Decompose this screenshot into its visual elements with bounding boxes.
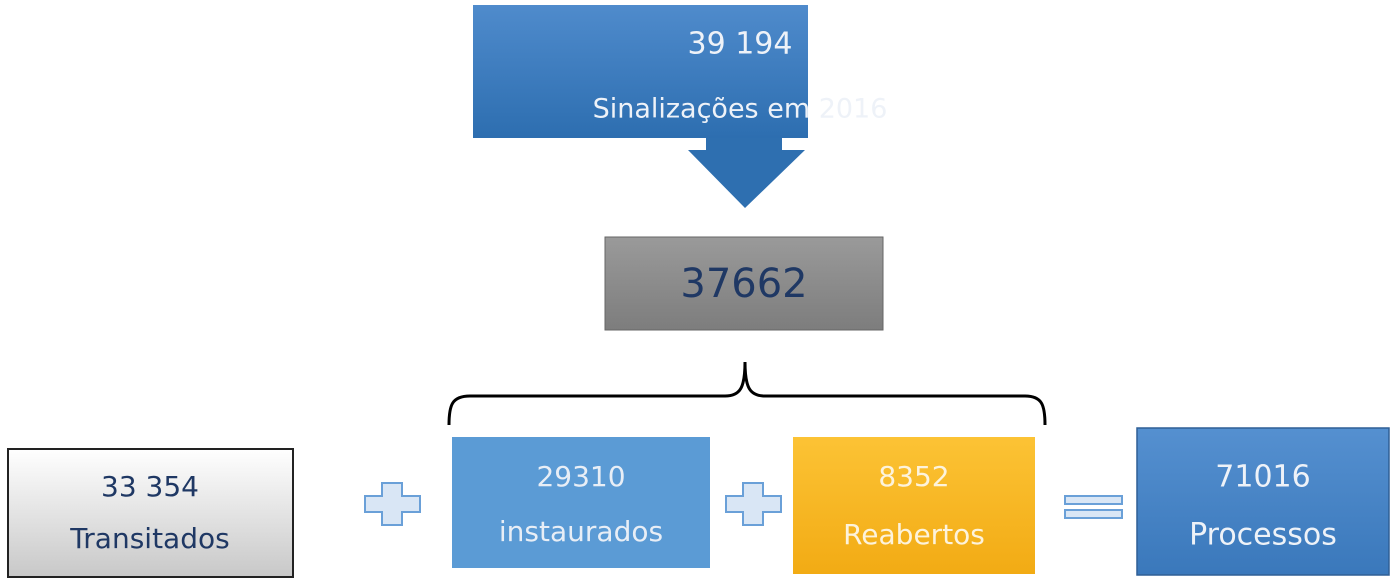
box-label: instaurados: [499, 515, 663, 548]
top-box: [473, 5, 808, 138]
plus-icon: [725, 482, 782, 526]
box-number: 71016: [1215, 460, 1310, 495]
brace: [447, 361, 1047, 426]
top-number: 39 194: [688, 27, 793, 62]
box-number: 29310: [536, 460, 625, 493]
arrow-shaft: [706, 138, 782, 152]
box-label: Processos: [1189, 518, 1337, 553]
plus-icon: [364, 482, 421, 526]
box-processos: [1136, 427, 1390, 576]
box-reabertos: [793, 437, 1035, 574]
box-instaurados: [452, 437, 710, 568]
box-number: 33 354: [101, 470, 199, 503]
middle-box: [604, 236, 884, 331]
arrow-head: [688, 150, 805, 208]
box-transitados: [7, 448, 294, 578]
box-label: Transitados: [69, 522, 229, 555]
box-number: 8352: [878, 460, 949, 493]
equals-icon: [1064, 509, 1123, 519]
box-label: Reabertos: [843, 518, 985, 551]
equals-icon: [1064, 495, 1123, 505]
middle-number: 37662: [680, 261, 807, 307]
top-label: Sinalizações em 2016: [593, 94, 888, 125]
